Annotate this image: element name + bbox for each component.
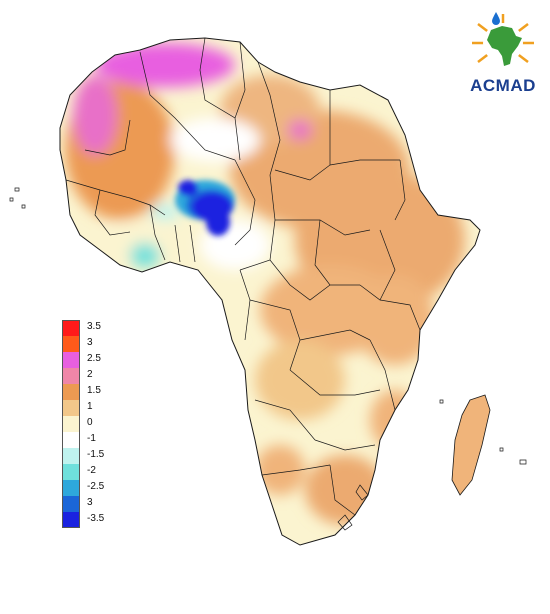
legend-label: 2.5	[87, 353, 101, 364]
legend-swatch	[62, 400, 80, 416]
country-borders	[65, 37, 421, 531]
legend-swatch	[62, 496, 80, 512]
legend-label: -1.5	[87, 449, 105, 460]
legend-swatch	[62, 368, 80, 384]
logo-text: ACMAD	[470, 76, 536, 95]
legend-label: -3.5	[87, 513, 105, 524]
africa-sun-logo-icon	[472, 12, 534, 66]
legend-label: 1.5	[87, 385, 101, 396]
legend-swatch	[62, 464, 80, 480]
legend-swatch	[62, 448, 80, 464]
legend-swatch	[62, 320, 80, 336]
legend-label: -1	[87, 433, 96, 444]
legend-swatch	[62, 416, 80, 432]
legend-label: 3	[87, 337, 93, 348]
legend-label: 2	[87, 369, 93, 380]
acmad-logo: ACMAD	[462, 10, 544, 100]
legend-swatch	[62, 480, 80, 496]
legend-swatch	[62, 336, 80, 352]
legend-label: 3	[87, 497, 93, 508]
legend-label: 1	[87, 401, 93, 412]
africa-outline	[59, 37, 481, 546]
islands	[9, 187, 527, 465]
legend-label: -2.5	[87, 481, 105, 492]
legend-label: -2	[87, 465, 96, 476]
anomaly-field	[65, 43, 465, 525]
legend-label: 3.5	[87, 321, 101, 332]
legend-label: 0	[87, 417, 93, 428]
madagascar-island	[451, 394, 491, 496]
legend-swatch	[62, 432, 80, 448]
legend-swatch	[62, 512, 80, 528]
legend-swatch	[62, 384, 80, 400]
legend-swatch	[62, 352, 80, 368]
